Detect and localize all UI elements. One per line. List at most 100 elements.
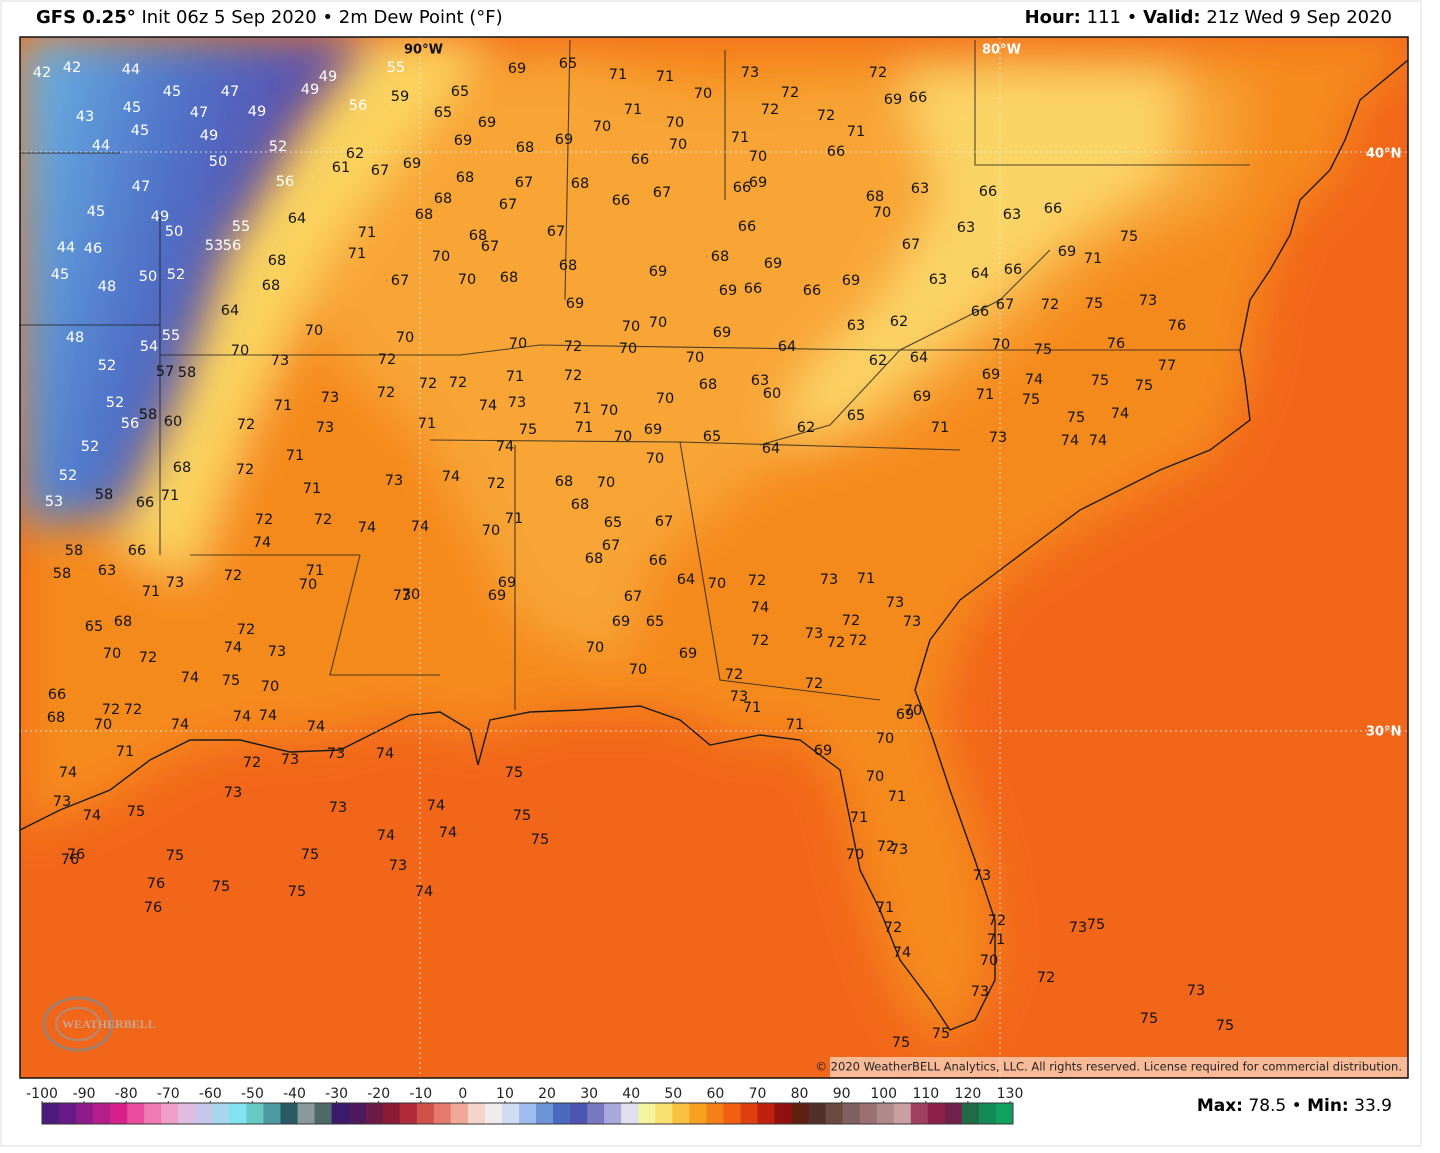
station-value: 70 (873, 205, 891, 221)
station-value: 76 (67, 847, 85, 863)
colorbar-swatch (76, 1103, 94, 1124)
station-value: 73 (385, 473, 403, 489)
station-value: 72 (751, 633, 769, 649)
station-value: 75 (531, 832, 549, 848)
station-value: 63 (1003, 207, 1021, 223)
station-value: 72 (877, 839, 895, 855)
colorbar-border (41, 1102, 1014, 1125)
station-value: 76 (144, 900, 162, 916)
station-value: 69 (749, 175, 767, 191)
station-value: 73 (730, 689, 748, 705)
station-value: 67 (499, 197, 517, 213)
station-value: 48 (66, 330, 84, 346)
colorbar-swatch (978, 1103, 997, 1124)
station-value: 53 (45, 494, 63, 510)
station-value: 74 (479, 398, 497, 414)
station-value: 71 (116, 744, 134, 760)
station-value: 65 (451, 84, 469, 100)
station-value: 73 (271, 353, 289, 369)
station-value: 75 (513, 808, 531, 824)
station-value: 74 (893, 945, 911, 961)
colorbar-swatch (621, 1103, 639, 1124)
station-value: 70 (629, 662, 647, 678)
colorbar-swatch (42, 1103, 60, 1124)
station-value: 74 (376, 746, 394, 762)
station-value: 75 (1022, 392, 1040, 408)
station-value: 71 (786, 717, 804, 733)
colorbar-tick-label: 10 (496, 1086, 514, 1102)
colorbar-swatch (93, 1103, 111, 1124)
station-value: 69 (649, 264, 667, 280)
state-borders (20, 39, 1250, 710)
station-value: 72 (243, 755, 261, 771)
colorbar-tick-label: 20 (538, 1086, 556, 1102)
station-value: 70 (694, 86, 712, 102)
colorbar-tick-label: 0 (458, 1086, 467, 1102)
station-value: 77 (1158, 358, 1176, 374)
station-value: 70 (261, 679, 279, 695)
station-value: 72 (817, 108, 835, 124)
station-value: 70 (402, 587, 420, 603)
station-value: 64 (778, 339, 796, 355)
colorbar-swatch (348, 1103, 367, 1124)
station-value: 48 (98, 279, 116, 295)
colorbar-swatch (501, 1103, 520, 1124)
station-value: 56 (276, 174, 294, 190)
station-value: 71 (358, 225, 376, 241)
station-value: 69 (555, 132, 573, 148)
station-value: 66 (979, 184, 997, 200)
station-value: 72 (377, 385, 395, 401)
station-value: 73 (53, 794, 71, 810)
station-value: 47 (132, 179, 150, 195)
station-value: 69 (896, 707, 914, 723)
colorbar-swatch (536, 1103, 554, 1124)
station-value: 73 (224, 785, 242, 801)
station-value: 69 (454, 133, 472, 149)
station-value: 74 (751, 600, 769, 616)
station-value: 67 (481, 239, 499, 255)
station-value: 68 (434, 191, 452, 207)
station-value: 69 (679, 646, 697, 662)
grid-labels: 90°W 80°W 40°N 30°N (404, 43, 1401, 740)
station-value: 70 (866, 769, 884, 785)
hour: 111 (1087, 7, 1121, 28)
station-value: 67 (371, 163, 389, 179)
station-value: 65 (85, 619, 103, 635)
station-value: 65 (559, 56, 577, 72)
station-value: 56 (349, 98, 367, 114)
copyright: © 2020 WeatherBELL Analytics, LLC. All r… (816, 1060, 1402, 1074)
colorbar-tick-label: 50 (664, 1086, 682, 1102)
station-value: 55 (162, 328, 180, 344)
station-value: 70 (646, 451, 664, 467)
colorbar-swatch (399, 1103, 418, 1124)
station-value: 72 (237, 622, 255, 638)
station-value: 63 (847, 318, 865, 334)
station-value: 69 (842, 273, 860, 289)
station-value: 54 (140, 339, 158, 355)
station-value: 69 (764, 256, 782, 272)
station-value: 47 (221, 84, 239, 100)
colorbar-swatch (382, 1103, 401, 1124)
station-value: 66 (128, 543, 146, 559)
station-value: 72 (725, 667, 743, 683)
station-value: 71 (850, 810, 868, 826)
station-value: 75 (212, 879, 230, 895)
station-value: 70 (649, 315, 667, 331)
station-value: 63 (929, 272, 947, 288)
station-value: 72 (314, 512, 332, 528)
colorbar-tick-label: 120 (955, 1086, 982, 1102)
colorbar-tick-label: -40 (283, 1086, 306, 1102)
station-value: 75 (519, 422, 537, 438)
colorbar-tick-label: 70 (749, 1086, 767, 1102)
station-value: 73 (327, 746, 345, 762)
stats: Max: 78.5 • Min: 33.9 (1197, 1096, 1392, 1116)
station-value: 73 (1069, 920, 1087, 936)
station-value: 72 (102, 702, 120, 718)
map-border (19, 36, 1409, 1079)
coastline (20, 59, 1408, 1031)
station-value: 73 (316, 420, 334, 436)
colorbar-swatch (280, 1103, 299, 1124)
station-value: 52 (59, 468, 77, 484)
station-value: 67 (391, 273, 409, 289)
